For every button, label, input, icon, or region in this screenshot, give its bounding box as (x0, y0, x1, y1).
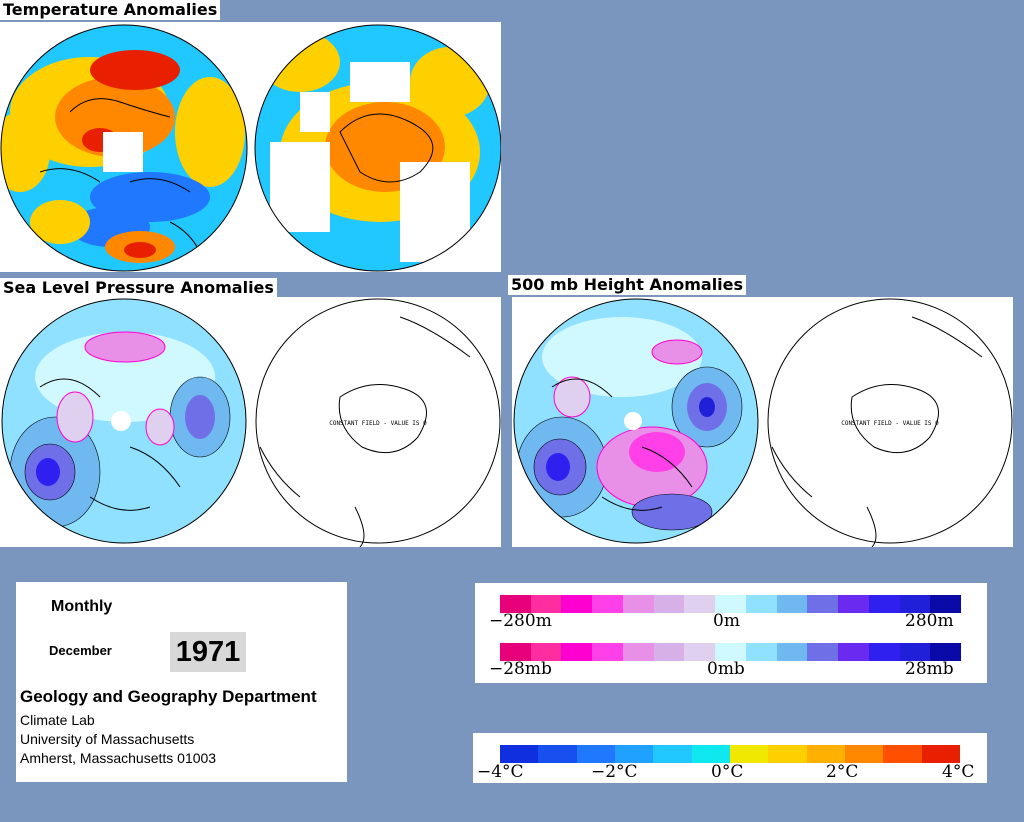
month-label: December (49, 643, 112, 658)
height-color-swatch (592, 595, 623, 613)
temperature-globe-north (1, 25, 247, 271)
temperature-color-swatch (844, 745, 884, 763)
temperature-panel (0, 22, 501, 272)
temperature-color-swatch (538, 745, 577, 763)
height-color-swatch (930, 595, 962, 613)
temperature-color-swatch (691, 745, 730, 763)
height-max-label: 280m (905, 611, 954, 631)
temperature-color-swatch (614, 745, 654, 763)
pressure-color-swatch (776, 643, 808, 661)
height-color-swatch (899, 595, 931, 613)
height-color-swatch (776, 595, 808, 613)
temperature-color-swatch (653, 745, 692, 763)
temp-label-0: −4°C (477, 762, 524, 782)
slp-globe-south (255, 298, 501, 544)
pressure-color-swatch (715, 643, 746, 661)
height-color-swatch (838, 595, 869, 613)
pressure-color-swatch (530, 643, 562, 661)
pressure-min-label: −28mb (489, 659, 552, 679)
height-color-swatch (868, 595, 900, 613)
temperature-maps (0, 24, 501, 272)
slp-maps: CONSTANT FIELD - VALUE IS 0 (1, 298, 501, 547)
pressure-color-swatch (930, 643, 962, 661)
height-color-stripe (500, 595, 962, 613)
temp-label-1: −2°C (591, 762, 638, 782)
temp-label-2: 0°C (711, 762, 744, 782)
pressure-color-stripe (500, 643, 962, 661)
pressure-color-swatch (500, 643, 531, 661)
temperature-colorbar: −4°C −2°C 0°C 2°C 4°C (473, 733, 987, 783)
height-mid-label: 0m (713, 611, 740, 631)
height-color-swatch (715, 595, 746, 613)
height-color-swatch (807, 595, 839, 613)
height-color-swatch (561, 595, 593, 613)
pressure-color-swatch (838, 643, 869, 661)
height-panel: CONSTANT FIELD - VALUE IS 0 (512, 297, 1013, 547)
pressure-color-swatch (868, 643, 900, 661)
pressure-color-swatch (899, 643, 931, 661)
temperature-color-swatch (921, 745, 960, 763)
anomaly-colorbar: −280m 0m 280m −28mb 0mb 28mb (475, 583, 987, 683)
height-color-swatch (684, 595, 716, 613)
pressure-color-swatch (807, 643, 839, 661)
pressure-max-label: 28mb (905, 659, 954, 679)
slp-title: Sea Level Pressure Anomalies (0, 278, 277, 298)
slp-panel: CONSTANT FIELD - VALUE IS 0 (0, 297, 501, 547)
temperature-color-swatch (806, 745, 845, 763)
height-maps: CONSTANT FIELD - VALUE IS 0 (513, 298, 1013, 547)
year-label: 1971 (170, 632, 246, 672)
address-label: Amherst, Massachusetts 01003 (20, 750, 217, 766)
height-globe-north (514, 299, 758, 543)
temp-label-3: 2°C (826, 762, 859, 782)
height-color-swatch (653, 595, 685, 613)
pressure-color-swatch (592, 643, 623, 661)
height-color-swatch (530, 595, 562, 613)
pressure-color-swatch (622, 643, 654, 661)
temperature-color-swatch (883, 745, 922, 763)
temperature-color-swatch (576, 745, 615, 763)
height-min-label: −280m (489, 611, 552, 631)
height-globe-south (767, 298, 1013, 544)
period-label: Monthly (51, 598, 113, 615)
department-label: Geology and Geography Department (20, 687, 317, 706)
info-box: Monthly December 1971 Geology and Geogra… (16, 582, 347, 782)
temperature-globe-south (255, 25, 501, 271)
height-title: 500 mb Height Anomalies (508, 275, 747, 295)
university-label: University of Massachusetts (20, 731, 195, 747)
temperature-color-swatch (729, 745, 769, 763)
temperature-color-swatch (500, 745, 539, 763)
height-color-swatch (500, 595, 531, 613)
slp-globe-north (2, 299, 246, 543)
pressure-color-swatch (561, 643, 593, 661)
height-constant-label: CONSTANT FIELD - VALUE IS 0 (841, 420, 939, 427)
pressure-color-swatch (745, 643, 777, 661)
temperature-color-swatch (768, 745, 807, 763)
slp-constant-label: CONSTANT FIELD - VALUE IS 0 (329, 420, 427, 427)
pressure-color-swatch (684, 643, 716, 661)
temperature-color-stripe (500, 745, 960, 763)
temp-label-4: 4°C (942, 762, 975, 782)
lab-label: Climate Lab (20, 712, 95, 728)
height-color-swatch (622, 595, 654, 613)
pressure-color-swatch (653, 643, 685, 661)
height-color-swatch (745, 595, 777, 613)
pressure-mid-label: 0mb (707, 659, 745, 679)
temperature-title: Temperature Anomalies (0, 0, 221, 20)
